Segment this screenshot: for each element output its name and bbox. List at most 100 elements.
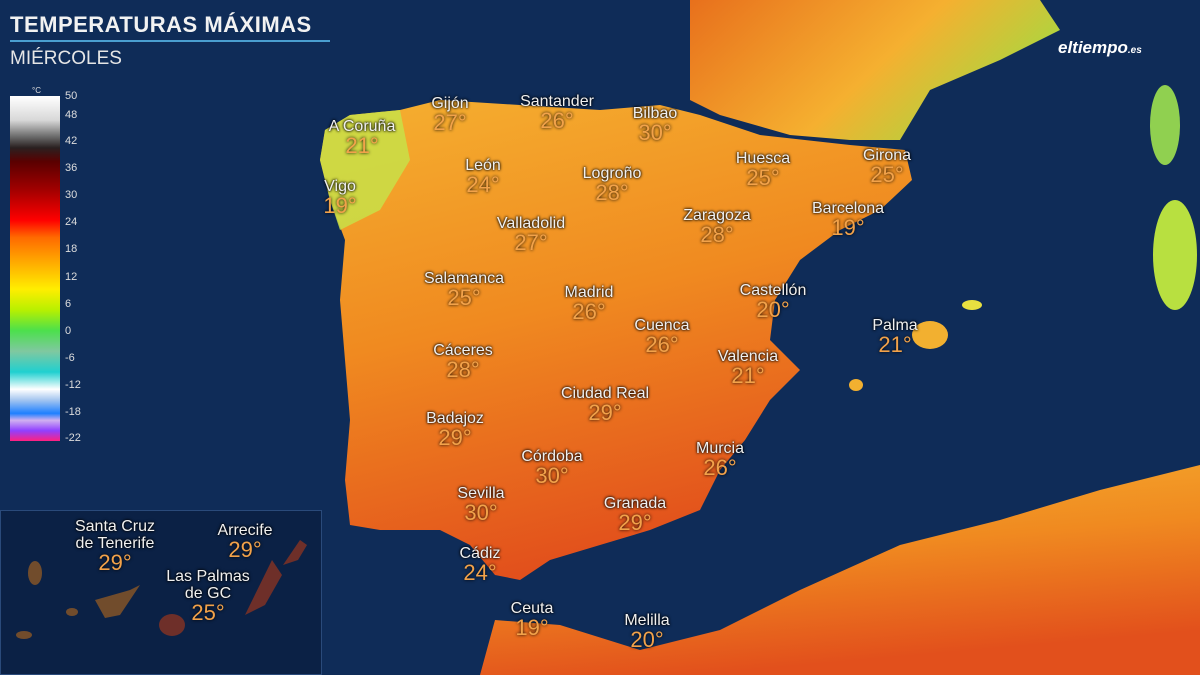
city-name: Bilbao xyxy=(632,105,678,122)
city-label[interactable]: Valencia 21° xyxy=(718,348,778,387)
city-temperature: 21° xyxy=(345,133,379,158)
city-name: Cáceres xyxy=(433,342,493,359)
legend-tick: 36 xyxy=(65,162,78,174)
sardinia xyxy=(1153,200,1197,310)
city-label[interactable]: Cuenca 26° xyxy=(634,317,689,356)
legend-tick: 6 xyxy=(65,298,72,310)
legend-tick: 48 xyxy=(65,109,78,121)
city-label[interactable]: Palma 21° xyxy=(872,317,917,356)
legend-tick: -6 xyxy=(65,352,75,364)
menorca xyxy=(962,300,982,310)
city-name: Salamanca xyxy=(423,270,505,287)
city-name: Melilla xyxy=(624,612,670,629)
city-name: Vigo xyxy=(324,178,356,195)
city-temperature: 27° xyxy=(433,110,467,135)
color-scale-bar xyxy=(10,96,60,441)
city-label[interactable]: Santander 26° xyxy=(520,93,594,132)
city-label[interactable]: Gijón 27° xyxy=(431,95,468,134)
city-temperature: 29° xyxy=(228,537,262,562)
city-name-line2: de Tenerife xyxy=(75,535,155,552)
city-name: Ciudad Real xyxy=(560,385,650,402)
city-name: Ceuta xyxy=(510,600,554,617)
city-temperature: 24° xyxy=(463,560,497,585)
city-name: Zaragoza xyxy=(683,207,751,224)
city-name: Barcelona xyxy=(811,200,885,217)
legend-tick: 0 xyxy=(65,325,72,337)
city-label[interactable]: Barcelona 19° xyxy=(812,200,884,239)
city-label[interactable]: Cádiz 24° xyxy=(460,545,501,584)
city-temperature: 26° xyxy=(645,332,679,357)
city-label[interactable]: Granada 29° xyxy=(604,495,666,534)
city-label[interactable]: Las Palmas de GC 25° xyxy=(166,568,250,624)
legend-tick: 42 xyxy=(65,135,78,147)
city-label[interactable]: Ceuta 19° xyxy=(511,600,554,639)
city-label[interactable]: Ciudad Real 29° xyxy=(561,385,649,424)
city-label[interactable]: Madrid 26° xyxy=(565,284,614,323)
city-name: Logroño xyxy=(582,165,642,182)
city-label[interactable]: Logroño 28° xyxy=(583,165,642,204)
city-temperature: 25° xyxy=(746,165,780,190)
logo-text: eltiempo xyxy=(1058,38,1128,57)
city-name: Castellón xyxy=(739,282,807,299)
city-label[interactable]: Zaragoza 28° xyxy=(683,207,751,246)
city-label[interactable]: Córdoba 30° xyxy=(521,448,582,487)
city-name: Granada xyxy=(603,495,667,512)
legend-unit: °C xyxy=(32,86,41,95)
eltiempo-logo[interactable]: eltiempo.es xyxy=(1058,38,1142,58)
city-name: Murcia xyxy=(695,440,745,457)
city-label[interactable]: A Coruña 21° xyxy=(329,118,396,157)
day-subtitle: MIÉRCOLES xyxy=(10,48,122,69)
city-temperature: 29° xyxy=(438,425,472,450)
city-name: A Coruña xyxy=(328,118,396,135)
city-temperature: 24° xyxy=(466,172,500,197)
city-label[interactable]: León 24° xyxy=(465,157,501,196)
city-name: Las Palmas xyxy=(166,568,250,585)
city-name: Madrid xyxy=(564,284,614,301)
city-label[interactable]: Arrecife 29° xyxy=(217,522,272,561)
city-label[interactable]: Badajoz 29° xyxy=(426,410,484,449)
city-temperature: 27° xyxy=(514,230,548,255)
ibiza xyxy=(849,379,863,391)
city-temperature: 29° xyxy=(98,550,132,575)
city-label[interactable]: Huesca 25° xyxy=(736,150,790,189)
city-temperature: 19° xyxy=(831,215,865,240)
city-label[interactable]: Valladolid 27° xyxy=(497,215,565,254)
city-temperature: 30° xyxy=(638,120,672,145)
city-label[interactable]: Santa Cruz de Tenerife 29° xyxy=(75,518,155,574)
city-name: Valladolid xyxy=(496,215,566,232)
city-name: León xyxy=(465,157,501,174)
city-temperature: 25° xyxy=(447,285,481,310)
city-temperature: 25° xyxy=(191,600,225,625)
city-label[interactable]: Castellón 20° xyxy=(740,282,807,321)
city-name: Cuenca xyxy=(634,317,690,334)
city-name: Badajoz xyxy=(426,410,484,427)
legend-tick: 12 xyxy=(65,271,78,283)
city-label[interactable]: Girona 25° xyxy=(863,147,911,186)
legend-tick: 24 xyxy=(65,216,78,228)
city-temperature: 28° xyxy=(700,222,734,247)
city-temperature: 26° xyxy=(540,108,574,133)
city-label[interactable]: Bilbao 30° xyxy=(633,105,677,144)
canary-islands-inset xyxy=(0,510,322,675)
city-name: Girona xyxy=(862,147,912,164)
city-label[interactable]: Vigo 19° xyxy=(323,178,356,217)
city-name: Cádiz xyxy=(459,545,501,562)
city-temperature: 30° xyxy=(535,463,569,488)
legend-tick: -12 xyxy=(65,379,81,391)
city-temperature: 21° xyxy=(878,332,912,357)
corsica xyxy=(1150,85,1180,165)
city-label[interactable]: Melilla 20° xyxy=(624,612,669,651)
france xyxy=(690,0,1060,140)
city-temperature: 20° xyxy=(756,297,790,322)
city-name: Valencia xyxy=(717,348,779,365)
city-name: Huesca xyxy=(735,150,791,167)
city-temperature: 28° xyxy=(595,180,629,205)
iberian-peninsula xyxy=(320,100,912,580)
city-label[interactable]: Salamanca 25° xyxy=(424,270,504,309)
city-label[interactable]: Murcia 26° xyxy=(696,440,744,479)
city-name: Santa Cruz xyxy=(74,518,156,535)
city-label[interactable]: Sevilla 30° xyxy=(457,485,504,524)
city-temperature: 20° xyxy=(630,627,664,652)
city-temperature: 21° xyxy=(731,363,765,388)
city-label[interactable]: Cáceres 28° xyxy=(433,342,493,381)
